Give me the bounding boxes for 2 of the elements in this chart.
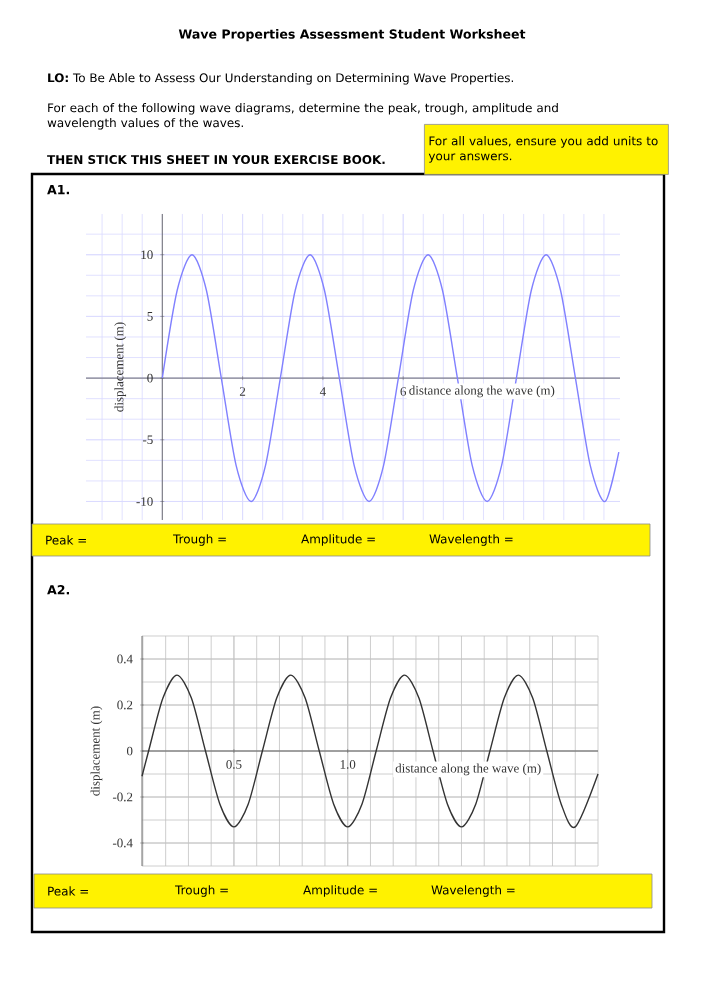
line-series	[141, 674, 599, 828]
line-series	[161, 254, 620, 503]
